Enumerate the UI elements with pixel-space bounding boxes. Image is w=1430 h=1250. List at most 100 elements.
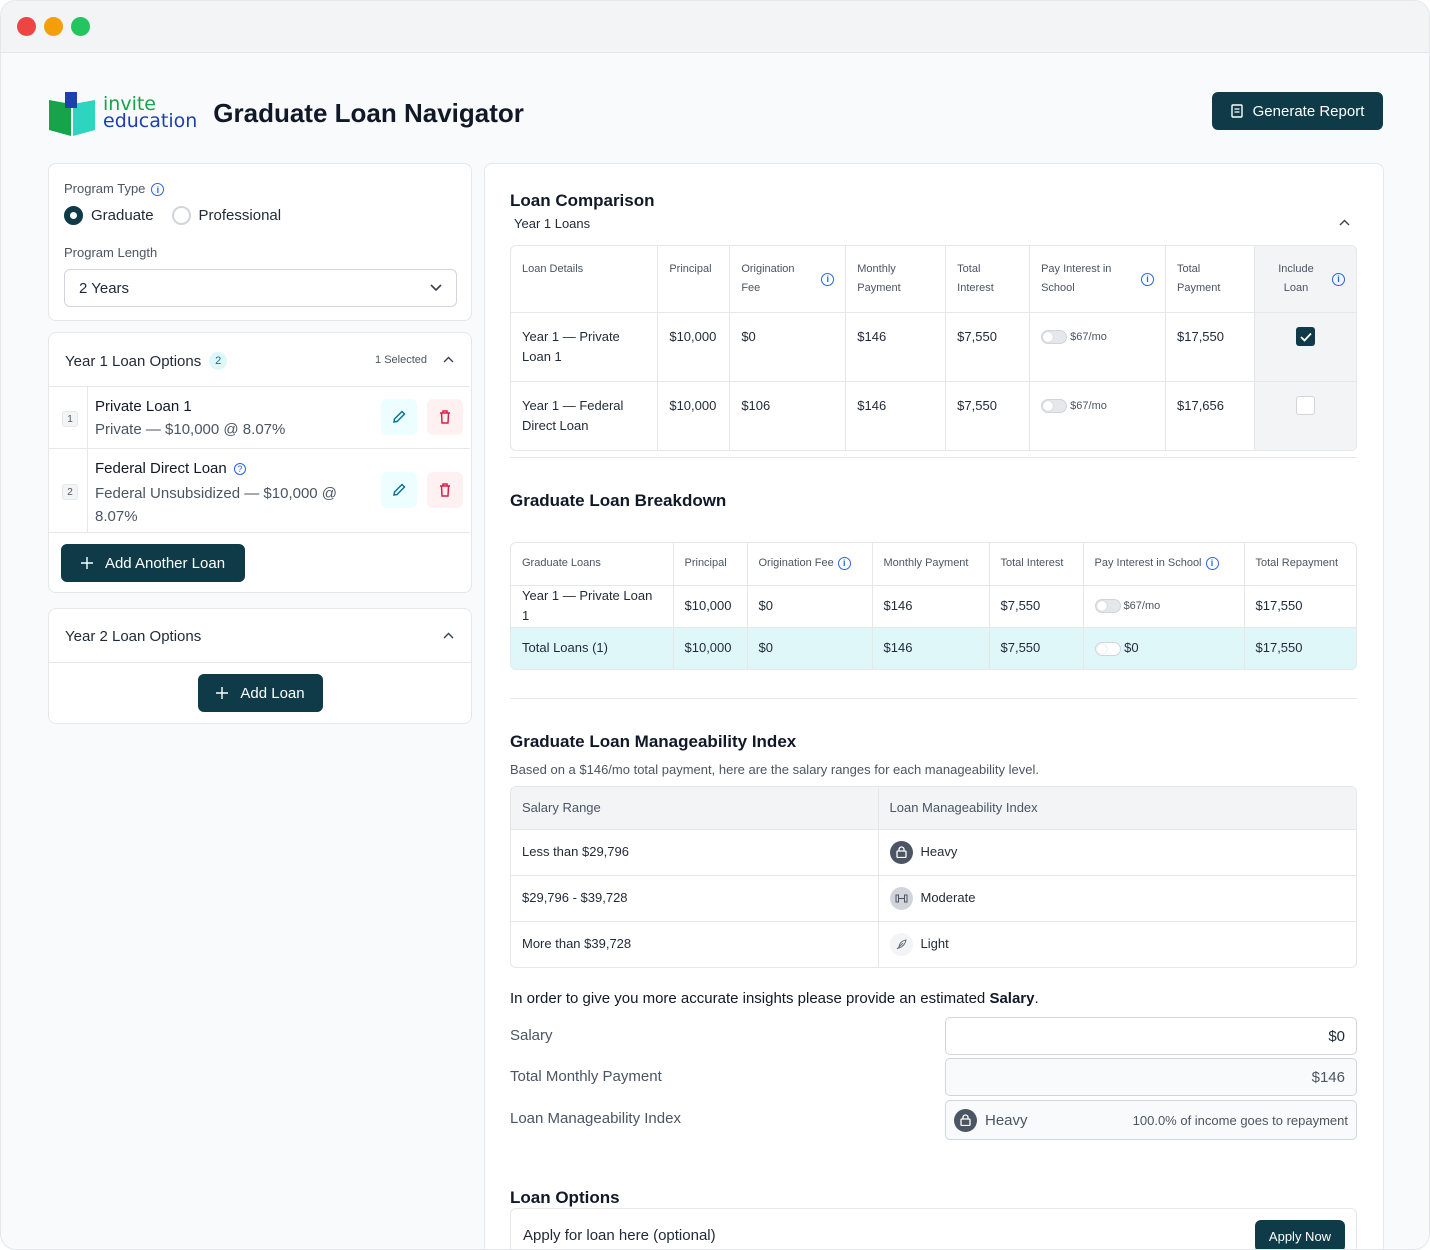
principal-cell: $10,000 — [657, 381, 731, 450]
pay-school-value: $0 — [1124, 640, 1139, 656]
total-cell: $17,550 — [1165, 312, 1255, 382]
loan-comparison-subtitle: Year 1 Loans — [514, 216, 591, 231]
origination-fee-header: Origination Fee — [741, 263, 795, 294]
loan-comparison-table: Loan Details Principal Origination Fee i … — [510, 245, 1357, 451]
pay-school-value: $67/mo — [1070, 400, 1107, 412]
title-bar — [1, 1, 1429, 53]
pay-interest-toggle[interactable] — [1094, 599, 1121, 614]
column-header: Pay Interest in School i — [1083, 543, 1245, 586]
year1-header[interactable]: Year 1 Loan Options 2 — [65, 352, 228, 370]
loan-count-badge: 2 — [209, 352, 228, 370]
checkmark-icon — [1299, 332, 1312, 342]
total-cell: $17,550 — [1244, 585, 1356, 628]
program-length-label: Program Length — [64, 245, 158, 260]
trash-icon — [440, 410, 450, 424]
include-loan-checkbox[interactable] — [1296, 327, 1315, 346]
radio-graduate-indicator[interactable] — [64, 206, 83, 225]
manageability-table: Salary Range Loan Manageability Index Le… — [510, 786, 1357, 968]
table-row: Year 1 — Private Loan 1 $10,000 $0 $146 … — [511, 312, 1356, 382]
radio-professional-indicator[interactable] — [171, 206, 191, 225]
info-icon[interactable]: i — [1141, 272, 1154, 286]
interest-cell: $7,550 — [945, 312, 1031, 382]
plus-icon — [80, 557, 93, 569]
monthly-cell: $146 — [872, 585, 990, 628]
fee-cell: $0 — [729, 312, 847, 382]
lock-icon — [954, 1108, 977, 1132]
monthly-payment-value: $146 — [1311, 1068, 1345, 1086]
close-window-button[interactable] — [17, 17, 36, 36]
year2-loan-options-card: Year 2 Loan Options Add Loan — [48, 608, 472, 724]
level-label: Light — [920, 935, 949, 951]
monthly-cell: $146 — [872, 627, 990, 669]
minimize-window-button[interactable] — [44, 17, 63, 36]
column-header: Principal — [657, 246, 731, 313]
breakdown-table: Graduate Loans Principal Origination Fee… — [510, 542, 1357, 670]
level-cell: Light — [878, 921, 1356, 967]
pay-school-cell: $67/mo — [1029, 312, 1166, 382]
principal-cell: $10,000 — [673, 627, 748, 669]
column-header: Pay Interest in School i — [1029, 246, 1166, 313]
info-icon[interactable]: i — [151, 183, 165, 197]
chevron-up-icon[interactable] — [443, 356, 454, 363]
loan-comparison-title: Loan Comparison — [510, 191, 655, 210]
plus-icon — [216, 687, 229, 699]
level-label: Moderate — [920, 889, 976, 905]
loan-name-cell: Year 1 — Private Loan 1 — [511, 585, 674, 628]
chevron-up-icon[interactable] — [1339, 219, 1350, 226]
info-icon[interactable]: i — [1332, 272, 1345, 286]
loan-item[interactable]: 2 Federal Direct Loan ? Federal Unsubsid… — [49, 448, 470, 532]
page-title: Graduate Loan Navigator — [213, 97, 524, 128]
page-header: invite education Graduate Loan Navigator… — [47, 85, 1383, 141]
chevron-up-icon[interactable] — [443, 632, 454, 639]
document-icon — [1230, 104, 1243, 118]
maximize-window-button[interactable] — [71, 17, 90, 36]
fee-cell: $106 — [729, 381, 847, 450]
pencil-icon — [393, 483, 406, 496]
delete-loan-button[interactable] — [427, 399, 463, 435]
pencil-icon — [393, 410, 406, 423]
year2-title[interactable]: Year 2 Loan Options — [65, 628, 202, 645]
delete-loan-button[interactable] — [427, 472, 463, 508]
add-another-loan-button[interactable]: Add Another Loan — [61, 544, 245, 582]
help-icon[interactable]: ? — [233, 463, 246, 476]
loan-description: Federal Unsubsidized — $10,000 @ 8.07% — [95, 485, 338, 525]
column-header: Total Repayment — [1244, 543, 1356, 586]
book-logo-icon — [49, 92, 95, 136]
apply-box: Apply for loan here (optional) Apply Now — [510, 1208, 1357, 1249]
interest-cell: $7,550 — [945, 381, 1031, 450]
feather-icon — [889, 932, 913, 956]
pay-interest-toggle[interactable] — [1041, 330, 1068, 345]
column-header: Monthly Payment — [872, 543, 990, 586]
radio-professional[interactable]: Professional — [171, 206, 281, 225]
divider — [510, 698, 1357, 699]
loan-item[interactable]: 1 Private Loan 1 Private — $10,000 @ 8.0… — [49, 386, 470, 448]
add-loan-button[interactable]: Add Loan — [198, 674, 323, 712]
pay-interest-toggle[interactable] — [1041, 399, 1068, 414]
pay-interest-toggle[interactable] — [1094, 641, 1121, 656]
salary-label: Salary — [510, 1027, 553, 1044]
salary-input[interactable]: $0 — [945, 1017, 1357, 1055]
program-length-select[interactable]: 2 Years — [64, 269, 457, 307]
table-row: More than $39,728 Light — [511, 921, 1356, 967]
level-cell: Heavy — [878, 829, 1356, 876]
pay-interest-header: Pay Interest in School — [1094, 557, 1202, 570]
edit-loan-button[interactable] — [381, 472, 417, 508]
program-type-options: Graduate Professional — [64, 206, 281, 225]
fee-cell: $0 — [747, 627, 873, 669]
salary-prompt-bold: Salary — [989, 990, 1035, 1007]
loan-name: Federal Direct Loan — [95, 460, 227, 477]
generate-report-button[interactable]: Generate Report — [1212, 92, 1383, 130]
info-icon[interactable]: i — [1205, 556, 1219, 570]
info-icon[interactable]: i — [837, 556, 851, 570]
edit-loan-button[interactable] — [381, 399, 417, 435]
dumbbell-icon — [889, 886, 913, 910]
include-loan-checkbox[interactable] — [1296, 396, 1315, 415]
lock-icon — [889, 840, 913, 864]
fee-cell: $0 — [747, 585, 873, 628]
apply-now-button[interactable]: Apply Now — [1255, 1220, 1345, 1249]
generate-report-label: Generate Report — [1252, 102, 1365, 120]
info-icon[interactable]: i — [821, 272, 835, 286]
brand-logo: invite education — [47, 90, 197, 136]
loan-details-cell: Year 1 — Federal Direct Loan — [511, 381, 659, 450]
radio-graduate[interactable]: Graduate — [64, 206, 154, 225]
